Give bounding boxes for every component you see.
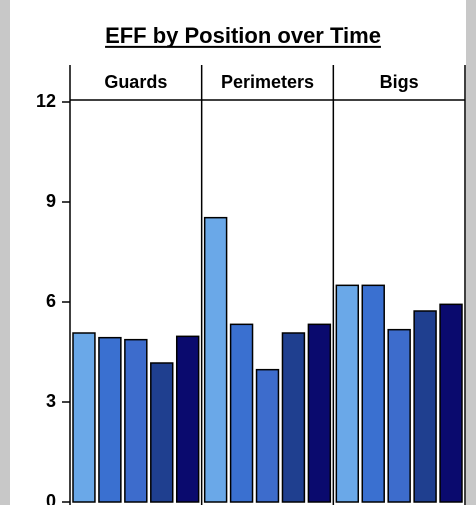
bar [387, 328, 411, 503]
bar [335, 284, 360, 503]
bar [124, 338, 148, 503]
bar [413, 310, 437, 503]
y-tick-label: 3 [46, 391, 56, 411]
y-tick-label: 0 [46, 491, 56, 505]
facet-label: Guards [104, 72, 167, 92]
bar [361, 284, 385, 503]
bar [203, 216, 228, 503]
right-border [466, 0, 476, 505]
bar [72, 332, 96, 503]
y-tick-label: 6 [46, 291, 56, 311]
bar [439, 303, 463, 503]
bar [229, 323, 254, 503]
y-tick-label: 12 [36, 91, 56, 111]
bar [255, 368, 280, 503]
bar [150, 362, 174, 503]
y-tick-label: 9 [46, 191, 56, 211]
left-border [0, 0, 10, 505]
bar [175, 335, 200, 503]
facet-label: Perimeters [221, 72, 314, 92]
chart-title: EFF by Position over Time [105, 23, 381, 48]
bar [98, 336, 122, 503]
facet-label: Bigs [380, 72, 419, 92]
bar [281, 332, 306, 503]
bar [307, 323, 332, 503]
